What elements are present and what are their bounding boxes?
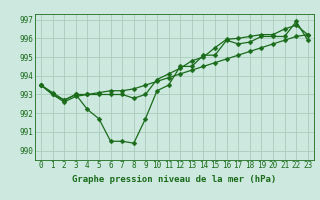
X-axis label: Graphe pression niveau de la mer (hPa): Graphe pression niveau de la mer (hPa) xyxy=(72,175,276,184)
